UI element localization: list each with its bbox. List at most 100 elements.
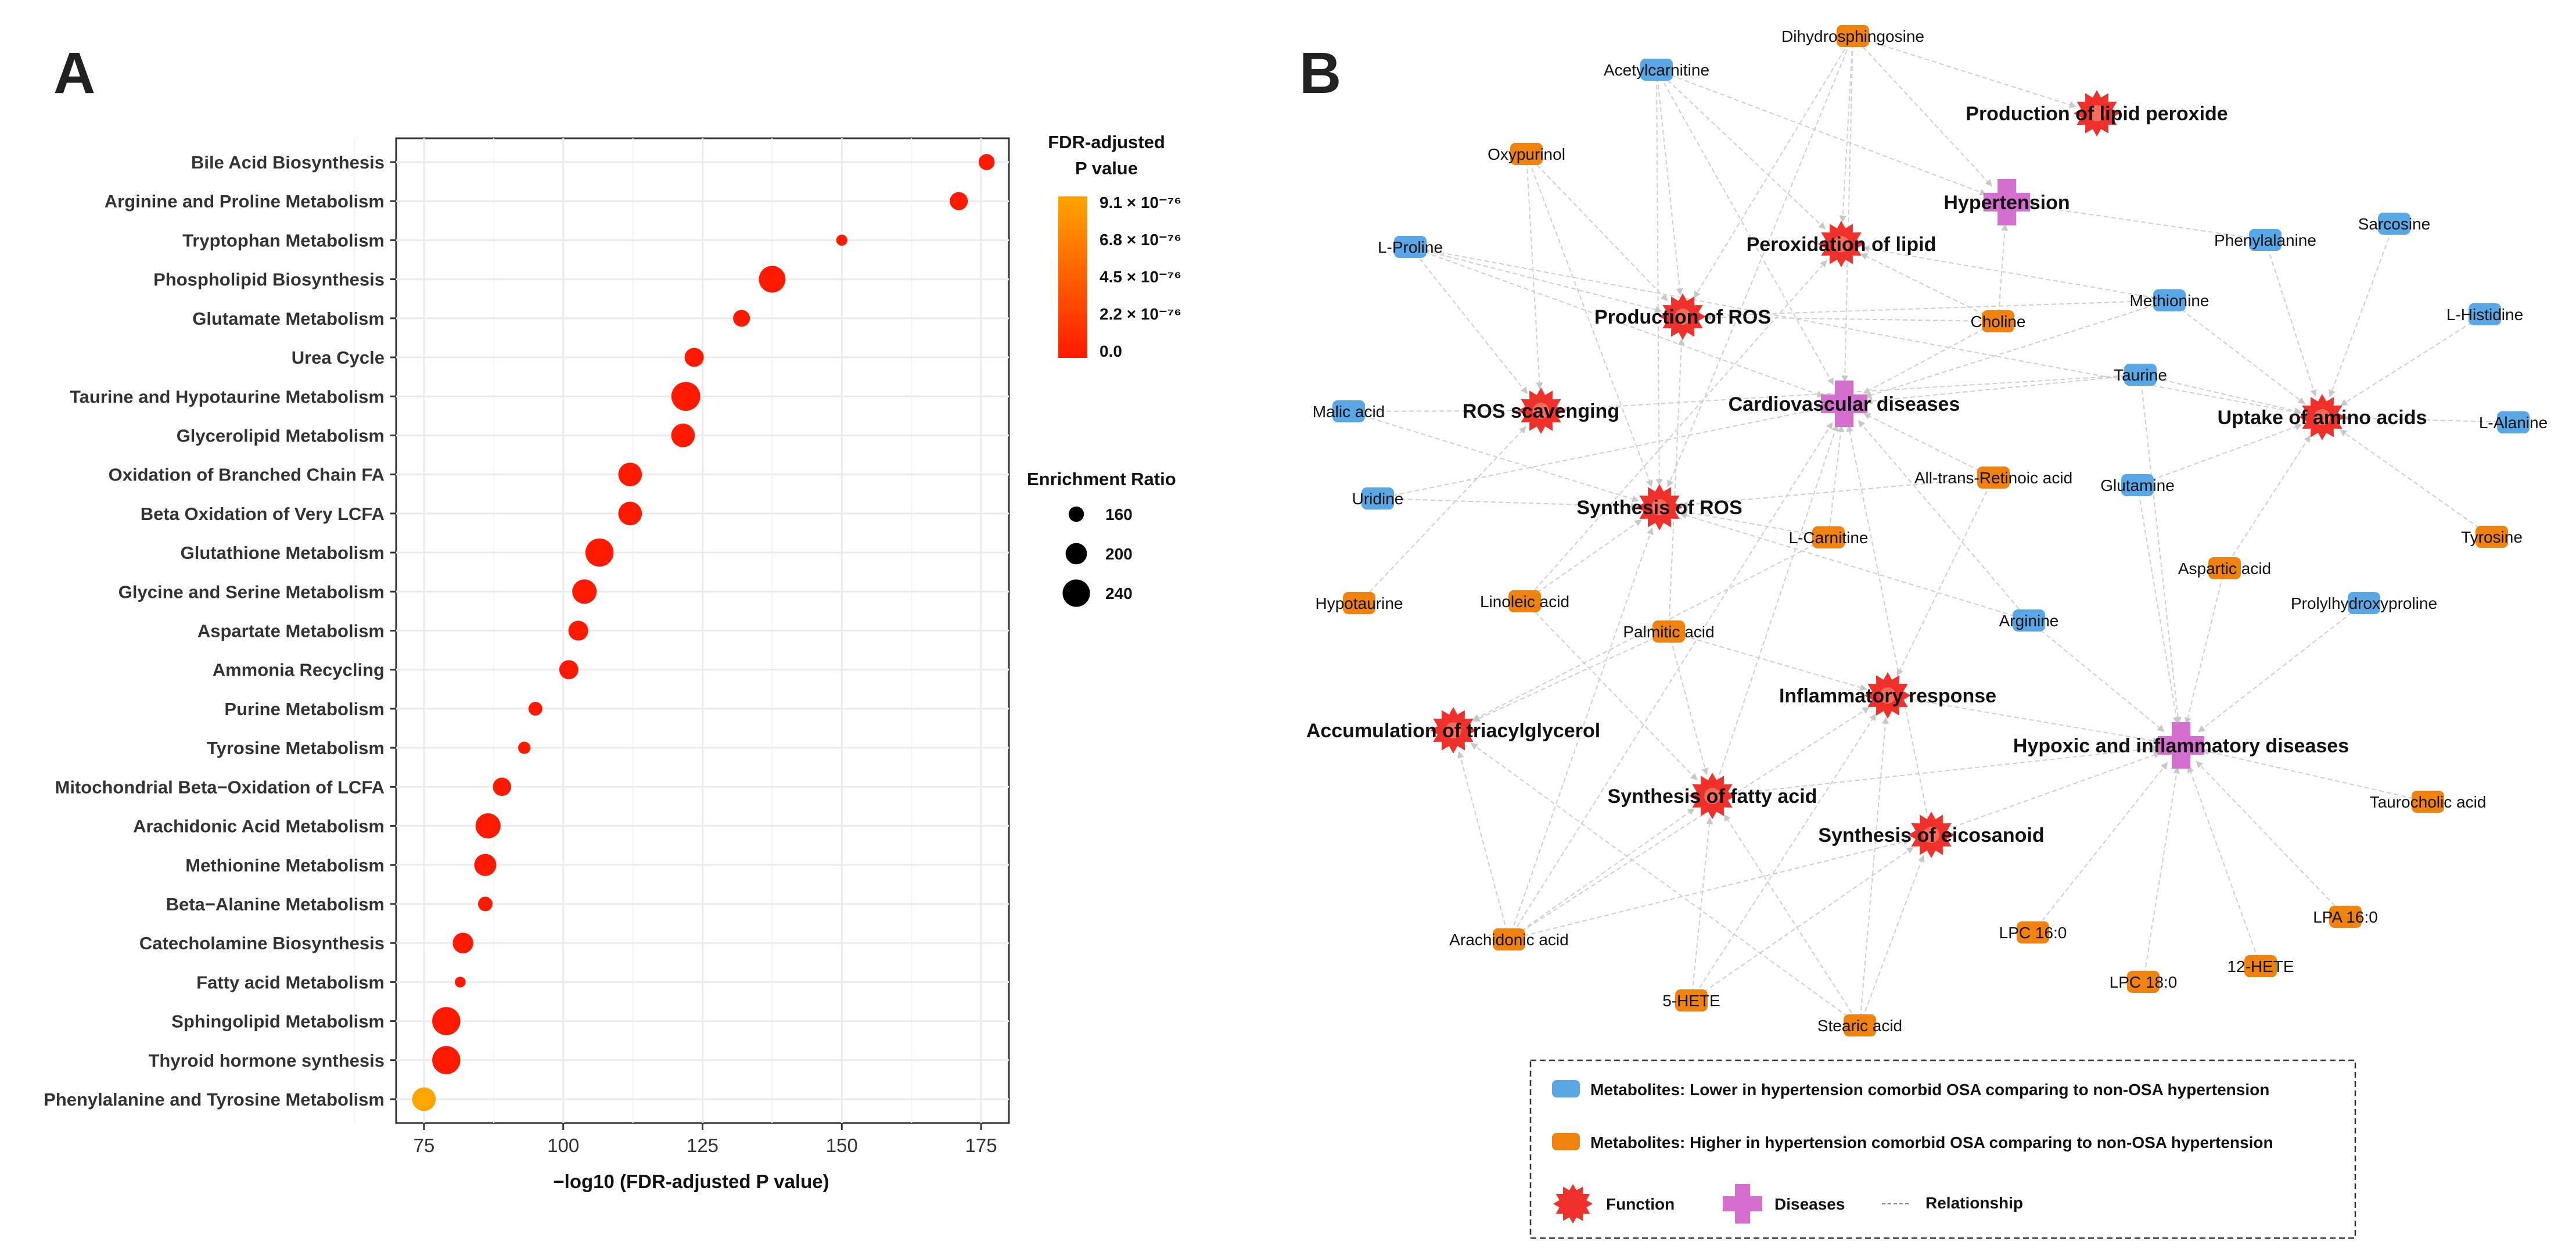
relationship-edge (1656, 69, 1987, 196)
metabolite-node (2476, 526, 2508, 548)
relationship-edge (1691, 846, 1914, 1001)
pathway-point (432, 1046, 461, 1075)
relationship-edge (1508, 527, 1654, 940)
metabolite-label: Dihydrosphingosine (1781, 27, 1924, 45)
x-axis-ticks: 75 100 125 150 175 (414, 1123, 997, 1156)
relationship-edge (1864, 300, 2170, 399)
relationship-edge (1704, 300, 2170, 320)
dot-plot: Bile Acid Biosynthesis Arginine and Proli… (44, 137, 1010, 1192)
relationship-edge (1712, 745, 2160, 797)
x-tick-label: 175 (965, 1135, 997, 1156)
relationship-edge (1863, 412, 1994, 478)
disease-node (2158, 722, 2204, 769)
x-axis-title: −log10 (FDR-adjusted P value) (553, 1171, 829, 1192)
relationship-edge (1858, 420, 2029, 621)
metabolite-node (1844, 1014, 1876, 1036)
metabolite-label: Arginine (1999, 612, 2059, 630)
relationship-edge (1526, 153, 1653, 487)
metabolite-node (2153, 289, 2186, 311)
relationship-edge (2137, 485, 2180, 724)
pathway-point (759, 266, 786, 293)
relationship-edge (1668, 338, 1685, 632)
metabolite-node (1361, 487, 1394, 510)
size-legend-label: 200 (1105, 545, 1133, 563)
colorbar-legend: FDR-adjusted P value 9.1 × 10⁻⁷⁶ 6.8 × 10… (1048, 132, 1181, 360)
function-node-center (1445, 722, 1461, 738)
pathway-label: Thyroid hormone synthesis (148, 1050, 385, 1071)
metabolite-node (1510, 143, 1543, 165)
relationship-edge (1668, 631, 1867, 691)
metabolite-node (2017, 921, 2049, 944)
size-legend: Enrichment Ratio 160 200 240 (1027, 469, 1176, 607)
network-diagram: Dihydrosphingosine Acetylcarnitine Oxypuri… (1306, 25, 2548, 1036)
relationship-edge (1896, 477, 1994, 676)
relationship-edge (1691, 817, 1713, 1001)
function-label: Uptake of amino acids (2218, 407, 2427, 429)
colorbar-label: 2.2 × 10⁻⁷⁶ (1100, 305, 1181, 323)
relationship-edge (1931, 751, 2161, 835)
pathway-point (684, 347, 704, 367)
metabolite-label: Malic acid (1313, 403, 1385, 421)
relationship-edge (1377, 406, 1823, 499)
relationship-edge (1887, 695, 2160, 744)
panel-b-label: B (1299, 41, 1341, 106)
metabolite-label: Aspartic acid (2178, 559, 2271, 577)
metabolite-node (1508, 590, 1541, 612)
function-icon (1553, 1184, 1593, 1224)
metabolite-node (1652, 620, 1685, 643)
relationship-edge (1723, 813, 1860, 1026)
metabolite-node (2412, 791, 2444, 813)
relationship-edge (2201, 748, 2428, 802)
data-points (412, 154, 995, 1111)
relationship-edge (1680, 477, 1994, 508)
metabolite-node (1332, 400, 1365, 422)
colorbar-label: 9.1 × 10⁻⁷⁶ (1100, 193, 1181, 211)
function-icon-shape (1553, 1184, 1593, 1224)
metabolite-node (2121, 474, 2154, 496)
relationship-edge (2140, 374, 2302, 414)
pathway-point (528, 702, 542, 716)
function-label: ROS scavenging (1463, 400, 1619, 422)
legend-diseases-text: Diseases (1774, 1195, 1845, 1213)
legend-higher-text: Metabolites: Higher in hypertension como… (1590, 1133, 2273, 1151)
disease-label: Hypoxic and inflammatory diseases (2013, 735, 2349, 757)
relationship-edge (2343, 414, 2514, 423)
relationship-edge (2137, 424, 2302, 486)
relationship-edge (1348, 411, 1639, 503)
pathway-label: Ammonia Recycling (213, 660, 385, 680)
metabolite-node (2208, 557, 2241, 579)
disease-icon (1723, 1184, 1762, 1224)
metabolite-node (2249, 229, 2282, 251)
size-legend-label: 240 (1105, 584, 1133, 602)
relationship-edge (2198, 602, 2365, 733)
pathway-point (477, 896, 493, 912)
size-legend-title: Enrichment Ratio (1027, 469, 1176, 489)
relationship-edge (1693, 35, 1853, 299)
pathway-point (475, 813, 501, 839)
relationship-edge (1680, 512, 2029, 621)
relationship-edge (1377, 498, 1639, 510)
pathway-label: Glutathione Metabolism (181, 543, 385, 563)
function-label: Accumulation of triacylglycerol (1306, 720, 1600, 742)
pathway-label: Urea Cycle (292, 347, 385, 368)
pathway-point (493, 777, 512, 797)
metabolite-label: 12-HETE (2227, 957, 2294, 975)
relationship-edge (1863, 321, 1999, 394)
metabolite-label: All-trans-Retinoic acid (1914, 469, 2072, 487)
pathway-point (518, 741, 531, 754)
relationship-edge (1841, 35, 1853, 383)
y-axis-labels: Bile Acid Biosynthesis Arginine and Proli… (44, 152, 396, 1110)
disease-icon-shape (1723, 1184, 1762, 1224)
relationship-edge (1860, 253, 1999, 322)
function-label: Synthesis of fatty acid (1608, 785, 1817, 808)
pathway-label: Fatty acid Metabolism (196, 972, 385, 992)
relationship-edge (1410, 246, 2301, 415)
metabolite-label: L-Histidine (2446, 306, 2523, 324)
x-tick-label: 150 (826, 1135, 858, 1156)
relationship-edge (2196, 760, 2346, 917)
colorbar-title-line2: P value (1075, 158, 1138, 178)
metabolite-node (2124, 364, 2157, 386)
metabolite-label: Tyrosine (2461, 528, 2523, 546)
relationship-edge (1680, 508, 1829, 538)
metabolite-node (2497, 411, 2530, 433)
